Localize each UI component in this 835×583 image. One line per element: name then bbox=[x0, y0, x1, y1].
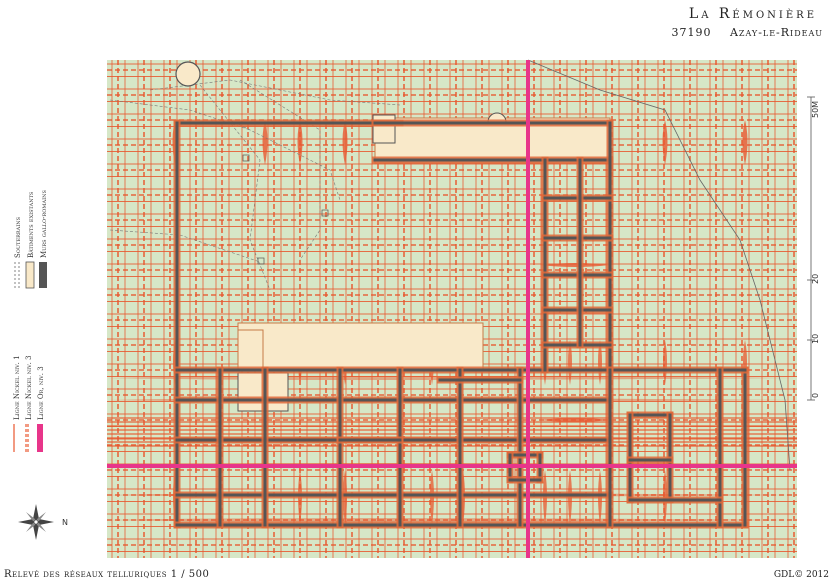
map-caption: Relevé des réseaux telluriques 1 / 500 bbox=[4, 569, 210, 580]
legend-label-gold: Ligne Or, niv. 3 bbox=[37, 366, 45, 420]
postal-code: 37190 bbox=[671, 26, 712, 39]
legend-label-underground: Souterrains bbox=[14, 216, 22, 258]
scale-tick-50m: 50M bbox=[811, 101, 820, 118]
spindle-v bbox=[342, 120, 348, 165]
property-boundary bbox=[527, 59, 791, 471]
spindle-h-long bbox=[107, 518, 797, 522]
legend-buildings: Souterrains Bâtiments existants Murs gal… bbox=[14, 190, 48, 290]
gallo-roman-walls bbox=[173, 119, 749, 529]
legend-swatch-buildings bbox=[25, 261, 35, 289]
legend-label-nickel-3: Ligne Nickel niv. 3 bbox=[25, 355, 33, 420]
gold-lines bbox=[107, 60, 797, 558]
spindle-v bbox=[568, 340, 572, 385]
compass-rose-icon: N bbox=[18, 504, 68, 540]
spindle-v bbox=[663, 340, 667, 385]
spindle-v bbox=[662, 120, 668, 165]
spindle-v bbox=[297, 120, 303, 165]
town-name: Azay-le-Rideau bbox=[729, 26, 823, 39]
scale-tick-20: 20 bbox=[811, 274, 820, 284]
spindle-v bbox=[262, 120, 268, 165]
legend-label-buildings: Bâtiments existants bbox=[27, 191, 35, 258]
map-title: La Rémonière bbox=[688, 6, 817, 22]
scale-bar: 0 10 20 50M bbox=[807, 96, 820, 401]
map-credit: GDL© 2012 bbox=[773, 570, 829, 580]
map-subtitle: 37190 Azay-le-Rideau bbox=[657, 26, 823, 39]
legend-lines: Ligne Nickel niv. 1 Ligne Nickel niv. 3 … bbox=[13, 355, 45, 452]
legend-swatch-gold bbox=[37, 424, 43, 452]
legend-swatch-walls bbox=[39, 262, 47, 288]
scale-tick-10: 10 bbox=[811, 334, 820, 344]
legend-label-walls: Murs gallo-romains bbox=[40, 190, 48, 258]
north-label: N bbox=[62, 518, 68, 527]
spindle-v bbox=[742, 120, 748, 165]
scale-tick-0: 0 bbox=[811, 393, 820, 398]
spindle-v bbox=[598, 340, 602, 385]
legend-label-nickel-1: Ligne Nickel niv. 1 bbox=[13, 355, 21, 420]
spindle-h bbox=[540, 263, 610, 267]
spindle-h bbox=[540, 418, 610, 422]
